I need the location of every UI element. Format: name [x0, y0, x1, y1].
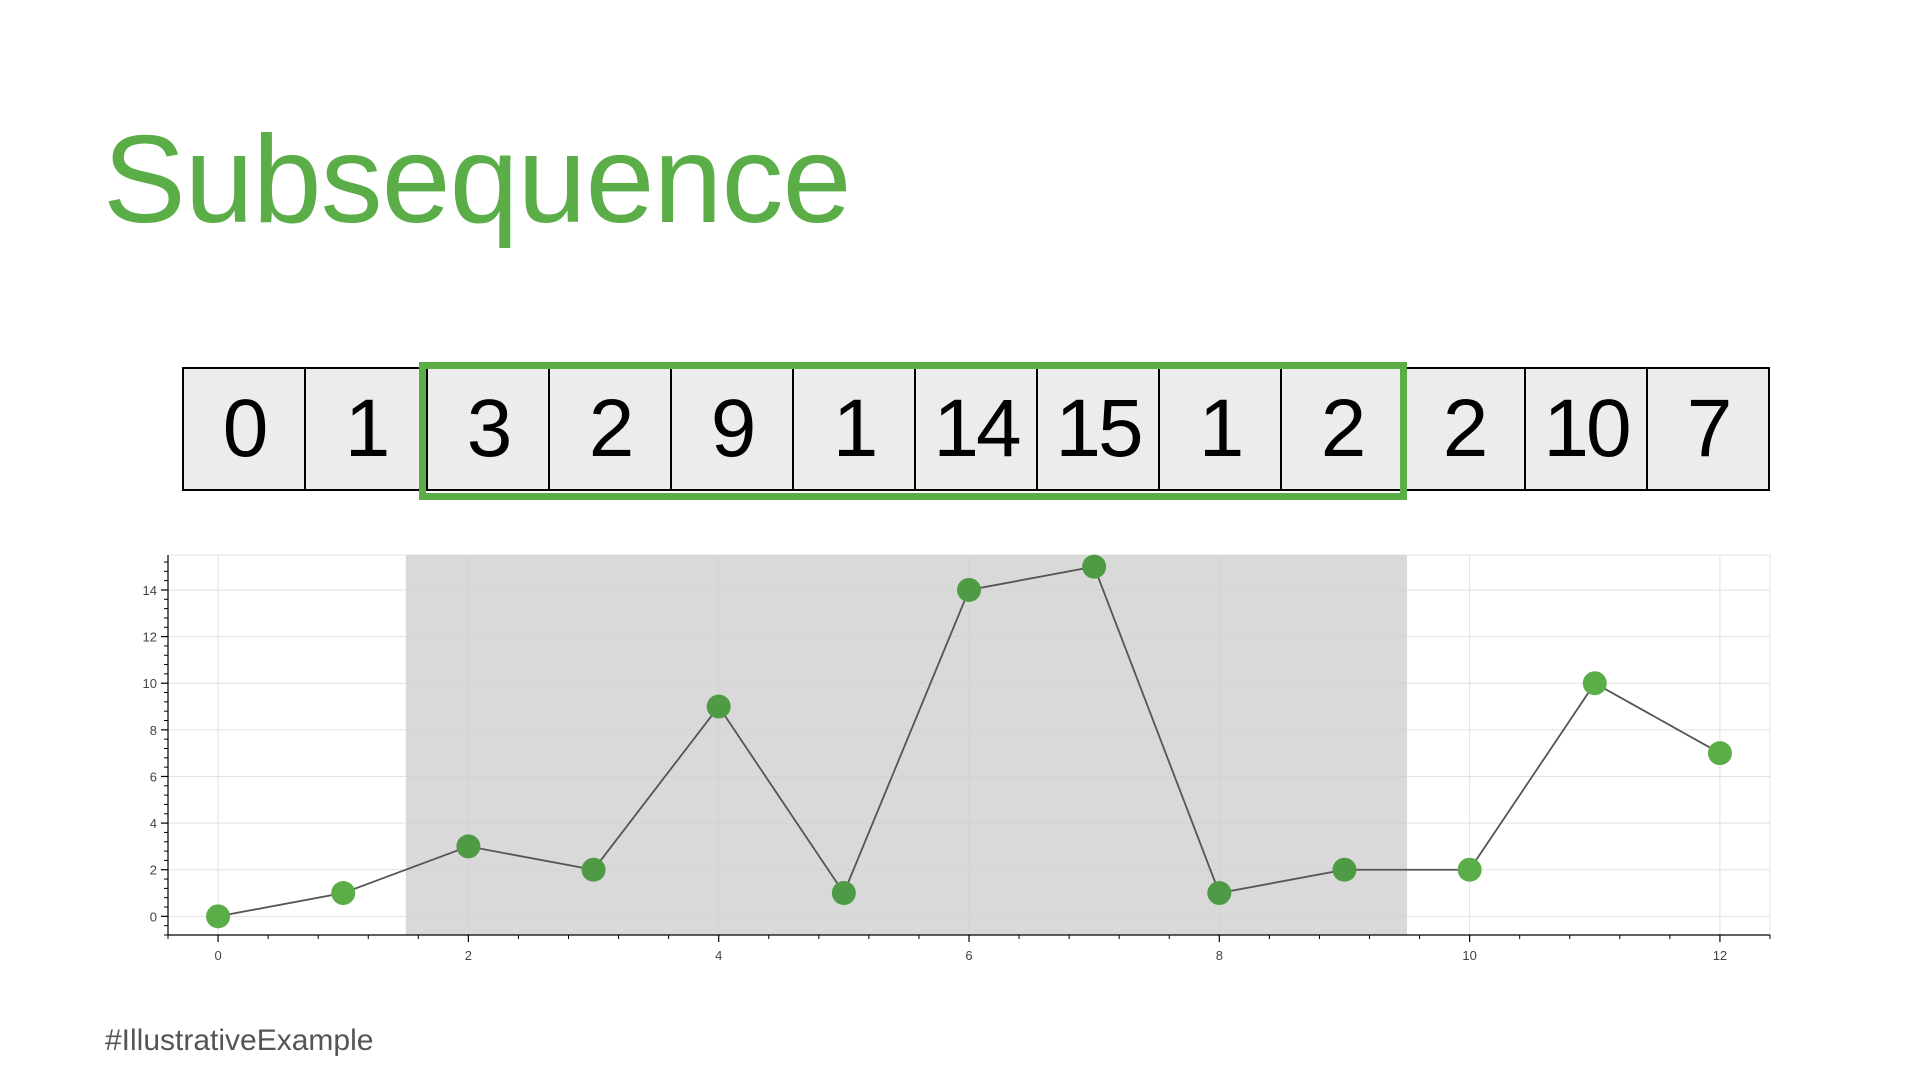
sequence-cell: 2: [1402, 367, 1526, 491]
slide-title: Subsequence: [103, 111, 851, 249]
y-tick-label: 6: [150, 769, 157, 784]
data-point: [581, 857, 606, 882]
y-tick-label: 2: [150, 863, 157, 878]
x-tick-label: 8: [1216, 948, 1223, 963]
y-tick-label: 8: [150, 723, 157, 738]
data-point: [831, 881, 856, 906]
data-point: [456, 834, 481, 859]
data-point: [957, 577, 981, 602]
data-point: [1457, 857, 1482, 882]
y-tick-label: 12: [143, 630, 157, 645]
highlight-band: [405, 555, 1408, 935]
sequence-cell: 2: [548, 367, 672, 491]
sequence-cell: 1: [792, 367, 916, 491]
data-point: [206, 904, 231, 929]
data-point: [1582, 671, 1607, 696]
data-point: [1707, 741, 1732, 766]
y-tick-label: 4: [150, 816, 157, 831]
data-point: [1082, 554, 1107, 579]
sequence-row: 0 1 3 2 9 1 14 15 1 2 2 10 7: [182, 367, 1770, 491]
footer-hashtag: #IllustrativeExample: [105, 1024, 374, 1057]
y-tick-label: 14: [143, 583, 157, 598]
sequence-cell: 7: [1646, 367, 1770, 491]
x-tick-label: 12: [1713, 948, 1727, 963]
x-tick-label: 4: [715, 948, 722, 963]
x-tick-label: 2: [465, 948, 472, 963]
data-point: [706, 694, 731, 719]
sequence-cell: 9: [670, 367, 794, 491]
sequence-cell: 3: [426, 367, 550, 491]
data-point: [331, 881, 356, 906]
sequence-cell: 15: [1036, 367, 1160, 491]
data-point: [1332, 857, 1357, 882]
sequence-cell: 0: [182, 367, 306, 491]
x-tick-label: 10: [1462, 948, 1476, 963]
y-tick-label: 10: [143, 676, 157, 691]
x-tick-label: 6: [965, 948, 972, 963]
y-tick-label: 0: [150, 909, 157, 924]
x-tick-label: 0: [214, 948, 221, 963]
data-point: [1207, 881, 1232, 906]
sequence-cell: 10: [1524, 367, 1648, 491]
